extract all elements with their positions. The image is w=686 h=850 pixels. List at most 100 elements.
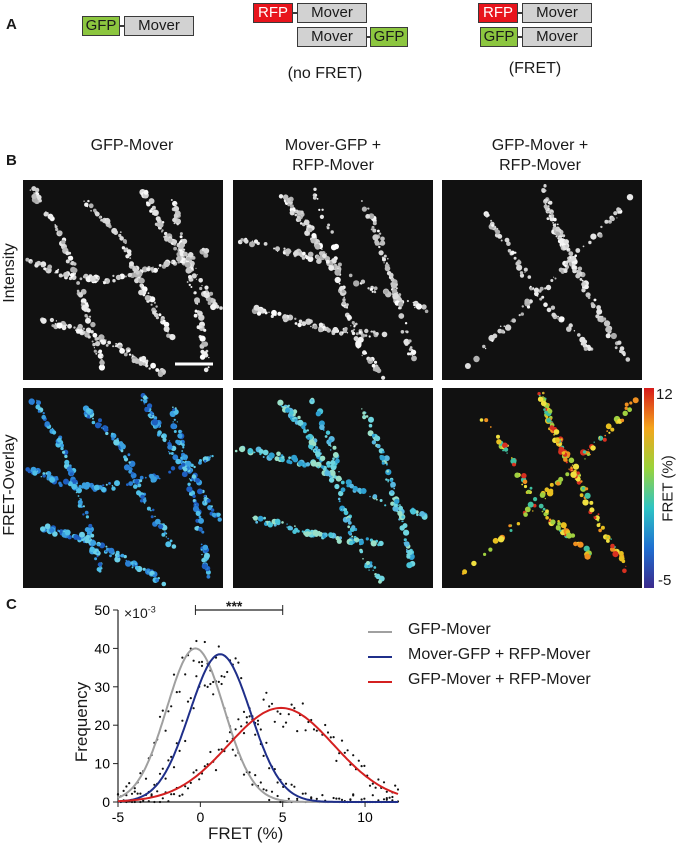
puncta xyxy=(101,355,104,358)
puncta xyxy=(338,282,341,285)
x-tick-label: -5 xyxy=(112,809,125,825)
puncta xyxy=(297,419,304,426)
puncta xyxy=(534,291,539,297)
puncta xyxy=(545,415,549,419)
puncta xyxy=(532,503,537,508)
puncta xyxy=(560,522,567,529)
histogram-point xyxy=(130,800,134,804)
puncta xyxy=(494,229,498,232)
puncta xyxy=(163,531,166,534)
mover-box: Mover xyxy=(297,3,367,23)
puncta xyxy=(546,490,554,497)
puncta xyxy=(584,553,591,560)
histogram-point xyxy=(282,725,285,728)
puncta xyxy=(582,343,588,349)
puncta xyxy=(178,465,183,470)
histogram-point xyxy=(133,800,136,804)
histogram-point xyxy=(304,729,307,732)
puncta xyxy=(149,411,153,414)
y-axis-label: Frequency xyxy=(72,681,91,763)
puncta xyxy=(598,436,601,438)
legend-swatch-gfp-mover xyxy=(368,631,392,633)
histogram-point xyxy=(371,782,374,785)
puncta xyxy=(406,299,409,303)
puncta xyxy=(304,230,310,236)
significance-stars: *** xyxy=(226,598,243,614)
puncta xyxy=(377,229,380,233)
puncta xyxy=(73,534,79,540)
puncta xyxy=(596,523,601,528)
puncta xyxy=(303,219,310,226)
puncta xyxy=(605,326,612,333)
panel-c-label: C xyxy=(6,596,17,613)
puncta xyxy=(378,250,384,256)
histogram-point xyxy=(301,792,304,795)
puncta xyxy=(126,249,132,254)
puncta xyxy=(170,452,174,455)
histogram-point xyxy=(189,697,192,700)
y-tick-label: 0 xyxy=(102,794,110,810)
puncta xyxy=(144,497,147,500)
puncta xyxy=(332,452,339,458)
histogram-point xyxy=(209,750,212,754)
puncta xyxy=(500,329,505,334)
puncta xyxy=(43,211,49,217)
puncta xyxy=(55,270,59,274)
puncta xyxy=(374,366,381,373)
puncta xyxy=(199,286,203,291)
puncta xyxy=(111,486,116,491)
histogram-point xyxy=(259,728,262,731)
puncta xyxy=(551,312,556,318)
puncta xyxy=(537,392,541,396)
histogram-point xyxy=(217,680,220,683)
puncta xyxy=(173,222,176,225)
puncta xyxy=(341,508,343,510)
puncta xyxy=(372,494,378,499)
puncta xyxy=(142,395,148,400)
puncta xyxy=(393,487,396,490)
histogram-point xyxy=(217,748,220,751)
puncta xyxy=(622,568,627,574)
x-tick-label: 5 xyxy=(279,809,287,825)
puncta xyxy=(96,543,100,547)
puncta xyxy=(173,205,180,212)
puncta xyxy=(90,540,97,546)
puncta xyxy=(297,215,300,219)
puncta xyxy=(407,549,413,556)
puncta xyxy=(273,247,276,250)
puncta xyxy=(632,397,639,404)
histogram-point xyxy=(363,797,366,800)
puncta xyxy=(84,202,89,207)
puncta xyxy=(318,251,324,256)
puncta xyxy=(35,404,41,410)
histogram-point xyxy=(172,793,176,796)
no-fret-caption: (no FRET) xyxy=(287,65,363,82)
puncta xyxy=(288,460,293,465)
histogram-point xyxy=(265,691,268,694)
puncta xyxy=(515,261,520,266)
puncta xyxy=(289,210,295,216)
puncta xyxy=(54,271,56,274)
puncta xyxy=(504,324,512,331)
puncta xyxy=(403,529,410,536)
puncta xyxy=(614,346,618,350)
puncta xyxy=(69,263,71,265)
puncta xyxy=(524,271,526,273)
puncta xyxy=(367,207,369,210)
puncta xyxy=(158,222,164,228)
puncta xyxy=(374,240,380,246)
puncta xyxy=(541,188,545,192)
puncta xyxy=(195,267,197,269)
puncta xyxy=(381,331,388,338)
puncta xyxy=(403,538,407,542)
puncta xyxy=(589,500,594,505)
puncta xyxy=(548,518,552,521)
puncta xyxy=(582,499,589,506)
puncta xyxy=(383,262,385,264)
legend-swatch-mover-gfp-rfp xyxy=(368,656,392,658)
puncta xyxy=(77,499,83,505)
puncta xyxy=(183,260,186,263)
histogram-point xyxy=(332,736,335,739)
histogram-point xyxy=(340,798,344,801)
puncta xyxy=(192,494,196,498)
